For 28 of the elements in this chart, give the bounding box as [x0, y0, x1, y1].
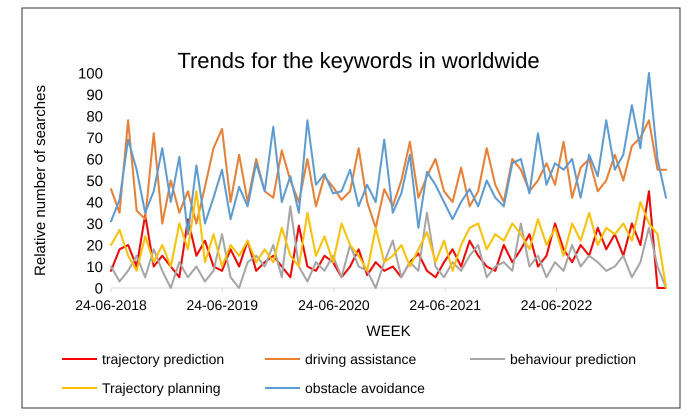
x-tick-label: 24-06-2019	[186, 297, 258, 313]
y-tick-label: 100	[78, 65, 103, 82]
x-tick-label: 24-06-2020	[298, 297, 370, 313]
line-series	[110, 190, 667, 289]
x-tick-label: 24-06-2021	[409, 297, 482, 313]
line-series	[110, 119, 667, 229]
line-series	[110, 205, 667, 289]
x-tick-label: 24-06-2018	[75, 297, 148, 313]
legend-label: obstacle avoidance	[305, 380, 426, 396]
y-tick-label: 10	[86, 258, 103, 276]
y-tick-label: 50	[86, 172, 103, 190]
y-axis-title: Relative number of searches	[32, 85, 49, 276]
legend-label: behaviour prediction	[510, 350, 636, 367]
y-tick-label: 30	[86, 216, 103, 233]
legend-label: trajectory prediction	[102, 350, 224, 367]
x-axis-title: WEEK	[366, 323, 411, 340]
y-tick-label: 60	[86, 151, 103, 168]
y-tick-label: 20	[86, 237, 103, 254]
x-tick-label: 24-06-2022	[520, 297, 593, 313]
y-tick-label: 80	[86, 108, 103, 126]
line-series	[110, 72, 667, 236]
legend-label: driving assistance	[305, 350, 416, 367]
legend-label: Trajectory planning	[102, 380, 221, 396]
y-tick-label: 90	[86, 86, 103, 104]
chart-title: Trends for the keywords in worldwide	[177, 48, 540, 73]
y-tick-label: 40	[86, 194, 103, 212]
y-tick-label: 0	[94, 280, 103, 298]
y-tick-label: 70	[86, 130, 103, 147]
